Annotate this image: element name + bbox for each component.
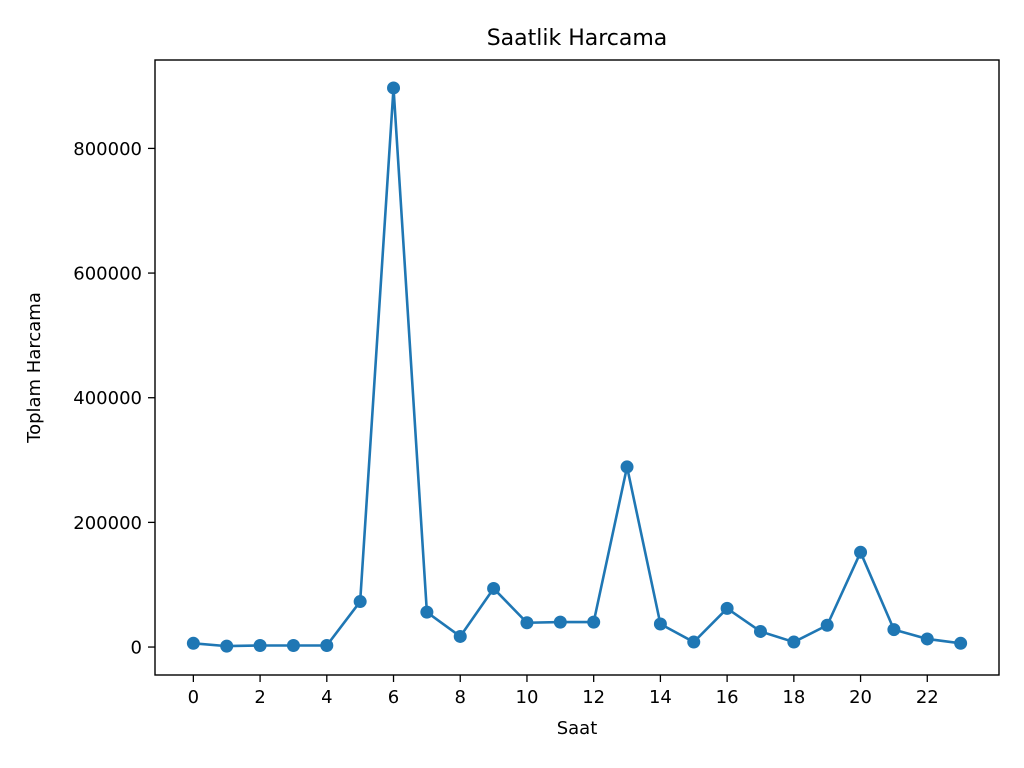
x-tick-label: 12	[582, 687, 605, 708]
x-tick-label: 8	[455, 687, 466, 708]
data-point	[320, 638, 334, 652]
x-tick-label: 14	[649, 687, 672, 708]
plot-frame	[154, 59, 1000, 676]
data-point	[687, 635, 701, 649]
data-point	[720, 601, 734, 615]
y-tick-label: 800000	[73, 139, 142, 160]
data-point	[820, 618, 834, 632]
data-point	[653, 617, 667, 631]
y-tick-label: 0	[131, 638, 142, 659]
x-tick-label: 0	[188, 687, 199, 708]
x-tick-label: 4	[321, 687, 332, 708]
data-point	[620, 460, 634, 474]
data-point	[887, 623, 901, 637]
y-axis-ticks: 0 200000 400000 600000 800000	[73, 139, 155, 659]
y-tick-label: 400000	[73, 388, 142, 409]
data-point	[954, 636, 968, 650]
data-point	[553, 615, 567, 629]
data-point	[587, 615, 601, 629]
x-tick-label: 2	[254, 687, 265, 708]
data-point	[487, 581, 501, 595]
y-tick-label: 600000	[73, 264, 142, 285]
data-point	[420, 605, 434, 619]
x-tick-label: 16	[716, 687, 739, 708]
data-point	[753, 624, 767, 638]
y-tick-label: 200000	[73, 513, 142, 534]
data-point	[353, 595, 367, 609]
data-point	[387, 81, 401, 95]
x-tick-label: 20	[849, 687, 872, 708]
data-point	[220, 639, 234, 653]
x-tick-label: 22	[916, 687, 939, 708]
x-axis-ticks: 0 2 4 6 8 10 12 14 16 18 20 22	[188, 675, 939, 708]
x-axis-label: Saat	[557, 718, 598, 739]
data-point	[854, 545, 868, 559]
series-line	[193, 86, 961, 648]
chart-title: Saatlik Harcama	[487, 26, 668, 51]
x-tick-label: 6	[388, 687, 399, 708]
plot-area	[154, 59, 1000, 676]
data-point	[787, 635, 801, 649]
data-point	[186, 636, 200, 650]
y-axis-label: Toplam Harcama	[24, 292, 45, 444]
x-tick-label: 18	[782, 687, 805, 708]
x-tick-label: 10	[516, 687, 539, 708]
data-point	[920, 632, 934, 646]
data-point	[520, 616, 534, 630]
data-point	[453, 629, 467, 643]
data-point	[286, 638, 300, 652]
data-point	[253, 638, 267, 652]
